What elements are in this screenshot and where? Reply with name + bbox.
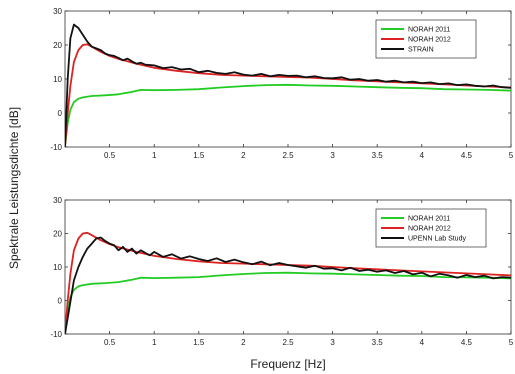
x-tick-label: 4 <box>420 338 425 347</box>
x-tick-label: 3 <box>330 151 335 160</box>
x-tick-label: 2 <box>241 151 246 160</box>
x-tick-label: 4.5 <box>461 338 473 347</box>
x-tick-label: 2 <box>241 338 246 347</box>
y-tick-label: 30 <box>53 196 62 205</box>
x-tick-label: 0.5 <box>104 151 116 160</box>
y-tick-label: 30 <box>53 7 62 16</box>
x-tick-label: 1 <box>152 338 157 347</box>
y-tick-label: 0 <box>58 297 63 306</box>
y-tick-label: -10 <box>50 330 62 339</box>
legend: NORAH 2011 NORAH 2012 STRAIN <box>375 19 477 59</box>
y-tick-label: 10 <box>53 263 62 272</box>
legend-label: NORAH 2011 <box>408 216 450 223</box>
series-line-strain <box>65 23 511 147</box>
x-axis-label: Frequenz [Hz] <box>250 357 325 371</box>
legend-label: NORAH 2011 <box>408 27 450 34</box>
y-tick-label: 20 <box>53 41 62 50</box>
x-tick-label: 1.5 <box>193 151 205 160</box>
x-tick-label: 5 <box>509 338 514 347</box>
x-tick-label: 0.5 <box>104 338 116 347</box>
y-tick-label: 20 <box>53 230 62 239</box>
x-tick-label: 4 <box>420 151 425 160</box>
x-tick-label: 2.5 <box>282 338 294 347</box>
x-tick-label: 4.5 <box>461 151 473 160</box>
series-line-norah-2011 <box>65 271 511 334</box>
x-tick-label: 2.5 <box>282 151 294 160</box>
legend-label: NORAH 2012 <box>408 37 451 44</box>
x-tick-label: 3 <box>330 338 335 347</box>
series-line-norah-2012 <box>65 231 511 334</box>
legend-label: STRAIN <box>408 47 434 54</box>
legend-label: NORAH 2012 <box>408 226 451 233</box>
y-tick-label: 0 <box>58 109 63 118</box>
chart-panel-2: 0.5 1 1.5 2 2.5 3 3.5 4 4.5 5 -10 0 10 20 30 NORAH 2011… <box>50 196 513 347</box>
legend-label: UPENN Lab Study <box>408 236 466 243</box>
series-line-norah-2011 <box>65 83 511 147</box>
y-tick-label: 10 <box>53 75 62 84</box>
chart-panel-1: 0.5 1 1.5 2 2.5 3 3.5 4 4.5 5 -10 0 10 20 30 NORAH 2011… <box>50 7 513 160</box>
x-tick-label: 1 <box>152 151 157 160</box>
y-tick-label: -10 <box>50 143 62 152</box>
x-tick-label: 1.5 <box>193 338 205 347</box>
series-line-upenn-lab-study <box>65 236 511 334</box>
x-tick-label: 3.5 <box>372 338 384 347</box>
legend: NORAH 2011 NORAH 2012 UPENN Lab Study <box>375 208 487 248</box>
x-tick-label: 3.5 <box>372 151 384 160</box>
y-axis-label: Spektrale Leistungsdichte [dB] <box>7 107 21 269</box>
x-tick-label: 5 <box>509 151 514 160</box>
